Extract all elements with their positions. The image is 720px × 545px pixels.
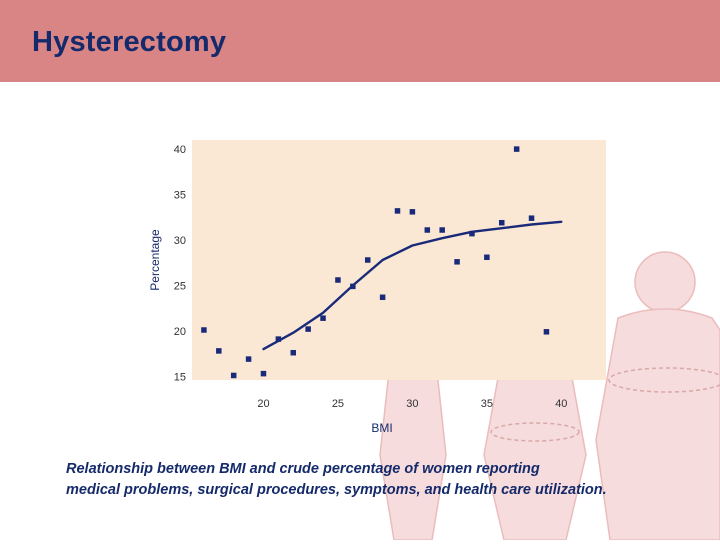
y-axis-label: Percentage bbox=[148, 229, 162, 291]
data-point bbox=[364, 257, 371, 263]
caption-line-2: medical problems, surgical procedures, s… bbox=[66, 482, 607, 498]
chart-caption: Relationship between BMI and crude perce… bbox=[66, 459, 686, 501]
data-point bbox=[290, 349, 297, 356]
data-point bbox=[320, 315, 326, 321]
data-point bbox=[499, 219, 505, 226]
data-point bbox=[543, 329, 550, 335]
data-point bbox=[275, 336, 282, 342]
y-tick-label: 40 bbox=[174, 144, 186, 156]
data-point bbox=[216, 348, 222, 354]
data-point bbox=[484, 254, 490, 261]
y-tick-label: 30 bbox=[174, 235, 186, 247]
y-tick-label: 15 bbox=[174, 371, 186, 383]
x-axis-label: BMI bbox=[371, 421, 392, 435]
silhouette-large bbox=[595, 251, 720, 540]
data-point bbox=[394, 208, 401, 214]
y-tick-label: 25 bbox=[174, 280, 186, 292]
data-point bbox=[528, 215, 535, 221]
caption-line-1: Relationship between BMI and crude perce… bbox=[66, 461, 540, 477]
data-point bbox=[245, 356, 252, 362]
slide-title: Hysterectomy bbox=[32, 26, 227, 58]
data-point bbox=[350, 283, 356, 290]
y-tick-label: 20 bbox=[174, 326, 186, 338]
x-tick-label: 35 bbox=[481, 398, 493, 410]
y-tick-label: 35 bbox=[174, 190, 186, 202]
data-point bbox=[454, 259, 460, 265]
data-point bbox=[379, 294, 386, 301]
data-point bbox=[335, 277, 341, 283]
data-point bbox=[305, 326, 311, 332]
data-point bbox=[409, 209, 416, 215]
data-point bbox=[513, 146, 520, 152]
x-tick-label: 30 bbox=[406, 398, 418, 410]
plot-area bbox=[192, 140, 606, 380]
x-tick-label: 40 bbox=[555, 398, 567, 410]
data-point bbox=[439, 227, 445, 233]
trend-line bbox=[262, 220, 563, 351]
data-point bbox=[201, 327, 207, 333]
x-tick-label: 25 bbox=[332, 398, 344, 410]
slide-header: Hysterectomy bbox=[0, 0, 720, 82]
data-point bbox=[230, 372, 237, 379]
x-tick-label: 20 bbox=[257, 398, 269, 410]
data-point bbox=[260, 370, 267, 377]
data-point bbox=[424, 227, 431, 233]
data-point bbox=[469, 230, 475, 237]
